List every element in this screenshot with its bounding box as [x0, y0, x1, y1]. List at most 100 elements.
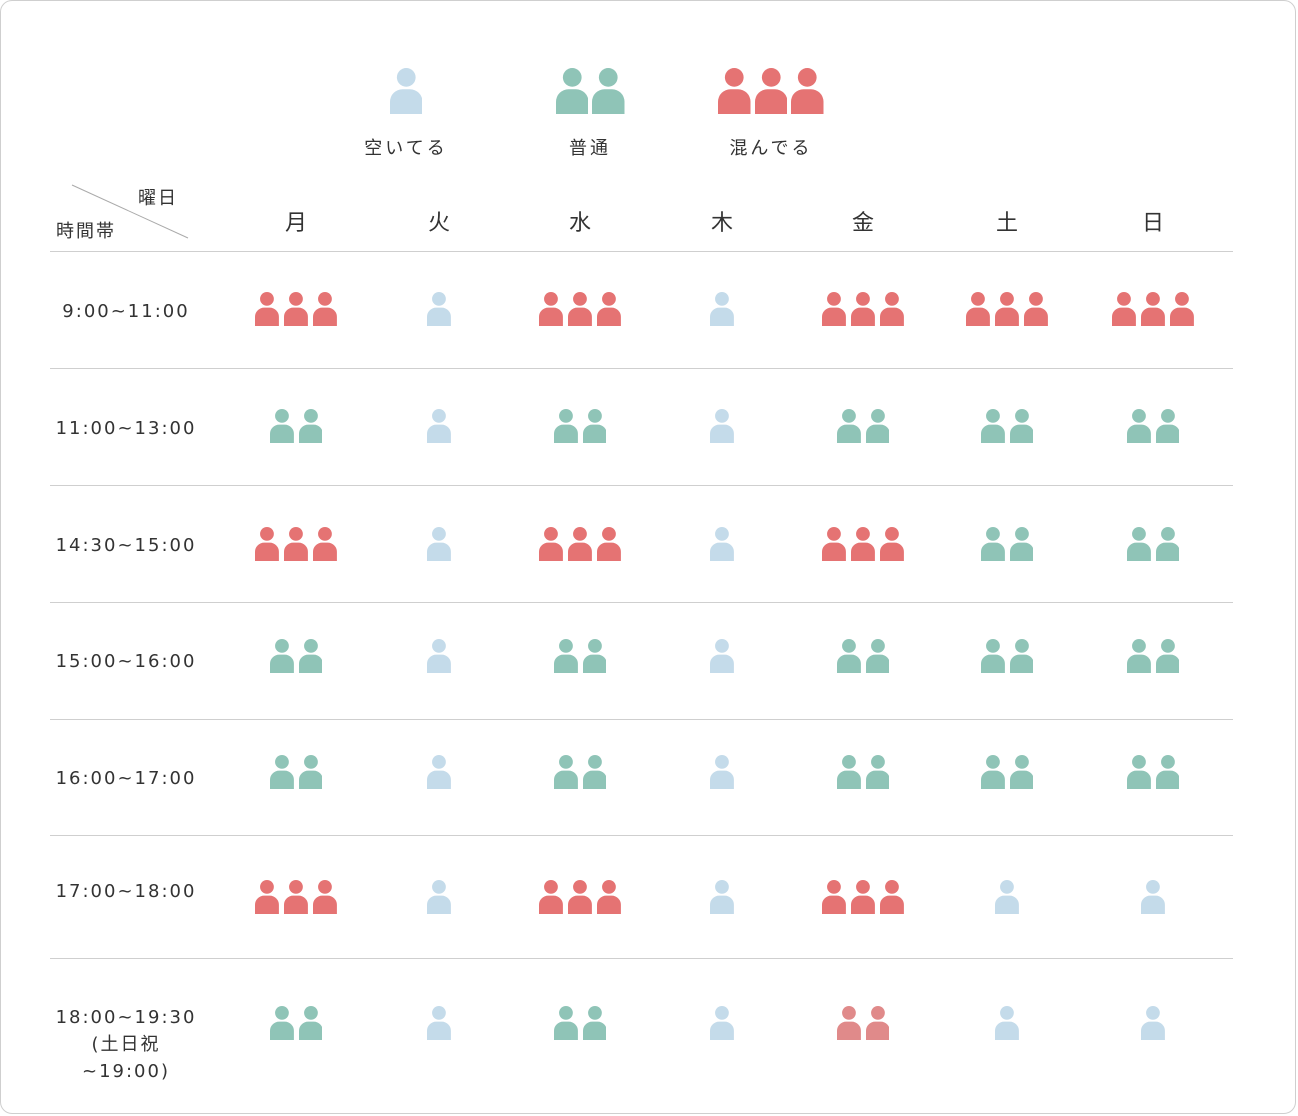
day-header: 月 [284, 211, 307, 236]
crowd-level-icon-crowded [966, 292, 1048, 327]
crowd-level-icon-normal [269, 755, 323, 790]
crowd-level-icon-empty [1141, 880, 1165, 915]
crowd-level-icon-normal [269, 639, 323, 674]
crowd-level-icon-normal [553, 755, 607, 790]
person-icon [298, 409, 323, 444]
person-icon [822, 292, 847, 327]
time-slot-label: 15:00~16:00 [46, 648, 206, 675]
crowd-level-icon-normal [269, 409, 323, 444]
crowd-level-icon-empty [427, 527, 451, 562]
person-icon [836, 639, 861, 674]
crowd-cell [662, 639, 782, 674]
crowd-cell [662, 409, 782, 444]
person-icon [980, 527, 1005, 562]
time-range: 15:00~16:00 [55, 651, 197, 672]
person-icon [427, 1006, 451, 1041]
person-icon [255, 880, 280, 915]
crowd-cell [947, 755, 1067, 790]
person-icon [980, 755, 1005, 790]
person-icon [1155, 639, 1180, 674]
corner-diagonal-line [71, 184, 189, 239]
crowd-cell [803, 409, 923, 444]
person-icon [822, 880, 847, 915]
legend-item-normal: 普通 [500, 68, 680, 168]
person-icon [710, 409, 734, 444]
crowd-level-icon-normal [553, 639, 607, 674]
crowd-cell [803, 755, 923, 790]
person-icon [568, 292, 592, 327]
crowd-level-icon-normal [269, 1006, 323, 1041]
person-icon [568, 880, 592, 915]
crowd-level-icon-crowded [255, 292, 337, 327]
person-icon [553, 1006, 578, 1041]
crowd-cell [236, 292, 356, 327]
person-icon [822, 527, 847, 562]
person-icon [1023, 292, 1048, 327]
person-icon [1126, 409, 1151, 444]
person-icon [836, 755, 861, 790]
person-icon [539, 292, 564, 327]
person-icon [389, 68, 423, 115]
person-icon [555, 68, 588, 115]
time-slot-label: 16:00~17:00 [46, 765, 206, 792]
person-icon [995, 880, 1019, 915]
crowd-cell [379, 527, 499, 562]
person-icon [427, 409, 451, 444]
person-icon [836, 1006, 861, 1041]
crowd-cell [803, 527, 923, 562]
person-icon [312, 527, 337, 562]
crowd-cell [662, 755, 782, 790]
crowd-cell [947, 1006, 1067, 1041]
person-icon [596, 527, 621, 562]
crowd-cell [1093, 639, 1213, 674]
person-icon [255, 292, 280, 327]
person-icon [1169, 292, 1194, 327]
person-icon [427, 755, 451, 790]
crowd-level-icon-normal [836, 639, 890, 674]
crowd-level-icon-crowded [539, 880, 621, 915]
person-icon [1141, 880, 1165, 915]
person-icon [791, 68, 824, 115]
person-icon [1009, 755, 1034, 790]
corner-time-label: 時間帯 [56, 221, 116, 242]
person-icon [553, 755, 578, 790]
person-icon [298, 639, 323, 674]
crowd-cell [379, 409, 499, 444]
row-divider [50, 835, 1233, 836]
crowd-level-icon-empty [710, 527, 734, 562]
person-icon [553, 639, 578, 674]
person-icon [553, 409, 578, 444]
crowd-level-icon-empty [710, 880, 734, 915]
person-icon [312, 880, 337, 915]
person-icon [255, 527, 280, 562]
crowd-level-icon-empty [710, 755, 734, 790]
crowd-cell [379, 755, 499, 790]
time-range-note: (土日祝 ~19:00) [82, 1034, 170, 1082]
time-range: 16:00~17:00 [55, 768, 197, 789]
crowd-cell [662, 880, 782, 915]
crowd-level-icon-normal [980, 639, 1034, 674]
crowd-cell [1093, 527, 1213, 562]
time-range: 17:00~18:00 [55, 881, 197, 902]
crowd-cell [520, 880, 640, 915]
day-header: 火 [427, 211, 450, 236]
person-icon [1112, 292, 1137, 327]
crowd-level-icon-empty [710, 1006, 734, 1041]
crowd-cell [520, 755, 640, 790]
crowd-level-icon-crowded [822, 292, 904, 327]
crowd-level-icon-crowded [1112, 292, 1194, 327]
legend-item-crowded: 混んでる [681, 68, 861, 168]
crowd-level-icon-crowded [255, 880, 337, 915]
person-icon [298, 1006, 323, 1041]
person-icon [269, 755, 294, 790]
person-icon [710, 755, 734, 790]
crowd-cell [662, 527, 782, 562]
person-icon [980, 639, 1005, 674]
crowd-level-icon-crowded [539, 527, 621, 562]
crowd-level-icon-empty [427, 292, 451, 327]
person-icon [1141, 292, 1165, 327]
time-range: 11:00~13:00 [55, 418, 197, 439]
person-icon [865, 755, 890, 790]
crowd-cell [520, 409, 640, 444]
crowd-level-icon-crowded [822, 527, 904, 562]
